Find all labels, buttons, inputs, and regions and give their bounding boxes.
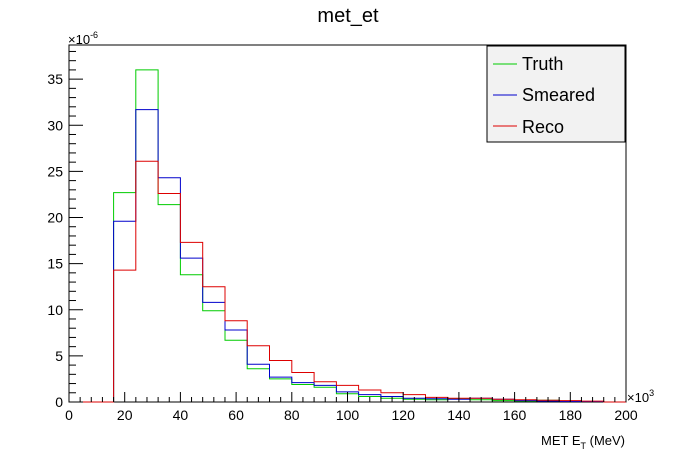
y-tick-label: 30 [47,117,63,133]
x-tick-label: 40 [173,407,189,423]
x-tick-label: 180 [559,407,583,423]
x-tick-label: 60 [228,407,244,423]
series-reco-histogram [69,160,626,403]
x-tick-label: 120 [392,407,416,423]
x-tick-label: 20 [117,407,133,423]
x-tick-label: 160 [503,407,527,423]
x-axis-label-sub: T [581,441,587,451]
legend: Truth Smeared Reco [486,45,626,143]
x-axis-label: MET ET (MeV) [541,433,625,451]
legend-label-truth: Truth [522,54,563,74]
y-multiplier-base: ×10 [68,32,90,47]
x-tick-label: 200 [614,407,638,423]
x-tick-label: 0 [65,407,73,423]
y-multiplier-exponent: -6 [90,30,98,40]
x-tick-label: 140 [447,407,471,423]
x-multiplier: ×103 [627,388,654,405]
y-multiplier: ×10-6 [68,30,98,47]
x-tick-label: 80 [284,407,300,423]
chart-title: met_et [317,5,379,27]
axes: 0 20 40 60 80 100 120 140 160 180 200 0 5 10 15 20 25 30 3… [47,50,638,423]
y-tick-label: 0 [55,394,63,410]
x-multiplier-exponent: 3 [649,388,654,398]
y-tick-label: 20 [47,210,63,226]
y-tick-label: 35 [47,71,63,87]
y-tick-label: 5 [55,348,63,364]
series-smeared-histogram [69,109,626,403]
y-tick-label: 15 [47,256,63,272]
legend-label-smeared: Smeared [522,85,595,105]
x-axis-label-main: MET E [541,433,581,448]
x-axis-label-units: (MeV) [586,433,625,448]
legend-label-reco: Reco [522,117,564,137]
y-tick-label: 10 [47,302,63,318]
x-tick-label: 100 [336,407,360,423]
x-multiplier-base: ×10 [627,390,649,405]
y-tick-label: 25 [47,163,63,179]
